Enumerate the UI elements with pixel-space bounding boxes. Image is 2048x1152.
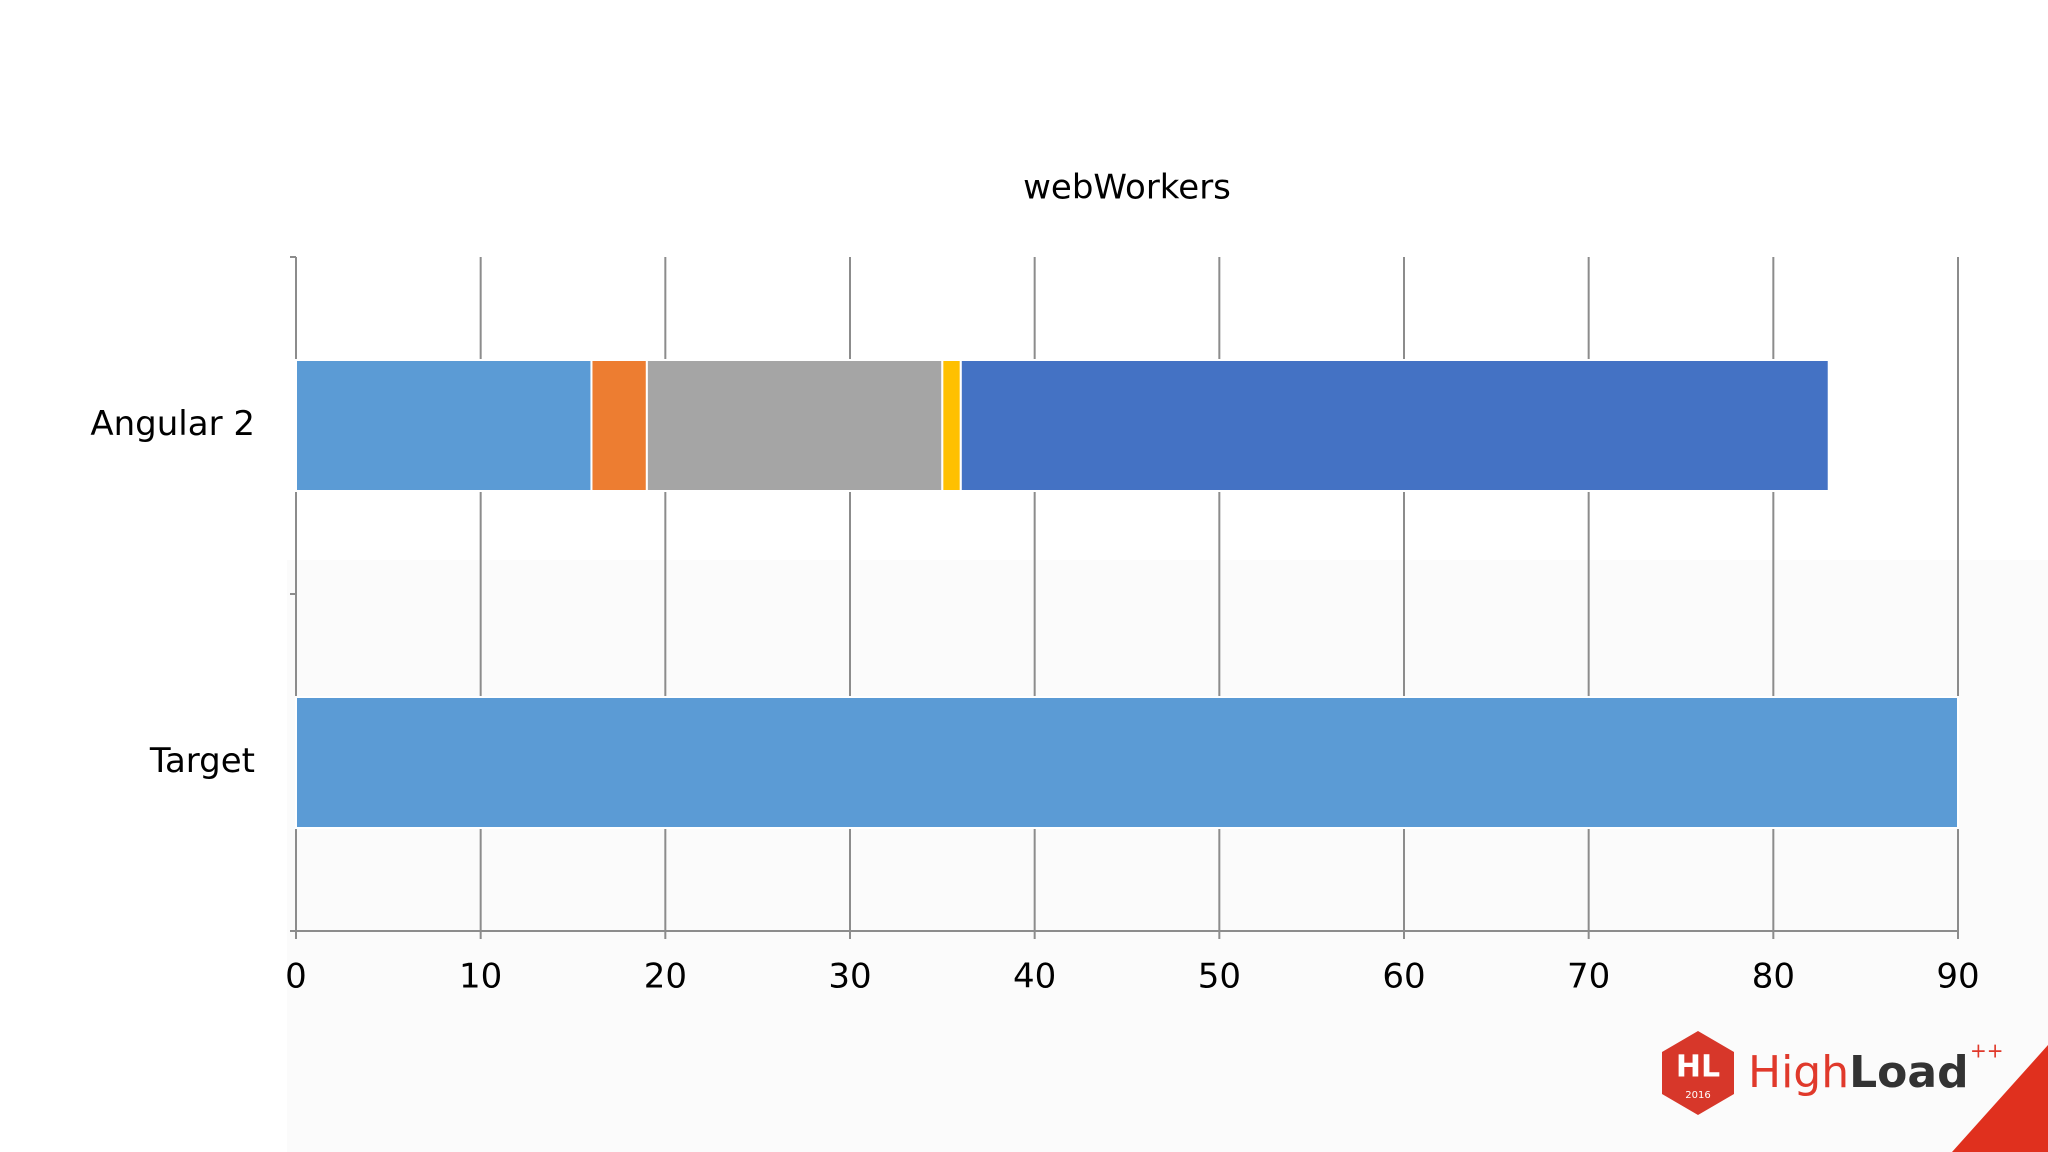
x-tick-label: 10: [459, 957, 502, 997]
x-tick-label: 30: [828, 957, 871, 997]
logo-year: 2016: [1685, 1090, 1710, 1101]
x-tick-label: 60: [1382, 957, 1425, 997]
bar-segment: [959, 359, 1830, 492]
bar-segment: [645, 359, 944, 492]
logo-name-bold: Load: [1849, 1047, 1968, 1098]
logo-mark: HL: [1676, 1050, 1720, 1085]
y-tick-label: Angular 2: [90, 404, 255, 444]
bar-segment: [941, 359, 962, 492]
x-tick-label: 50: [1198, 957, 1241, 997]
logo: HL 2016 HighLoad ++: [1662, 1031, 2004, 1115]
logo-sup: ++: [1970, 1039, 2004, 1063]
bar-segment: [295, 696, 1959, 829]
x-tick-label: 20: [644, 957, 687, 997]
logo-name-light: High: [1748, 1047, 1849, 1098]
bar-segment: [295, 359, 593, 492]
bar-segment: [590, 359, 648, 492]
chart-title: webWorkers: [1023, 168, 1231, 208]
x-tick-label: 90: [1936, 957, 1979, 997]
y-tick-label: Target: [149, 741, 255, 781]
x-tick-label: 70: [1567, 957, 1610, 997]
x-tick-label: 0: [285, 957, 307, 997]
logo-hexagon: [1662, 1031, 1734, 1115]
x-tick-label: 40: [1013, 957, 1056, 997]
logo-name: HighLoad: [1748, 1047, 1969, 1098]
plot: 0 10 20 30 40 50 60 70 80 90 Angular 2 Target: [90, 256, 1980, 997]
x-tick-label: 80: [1752, 957, 1795, 997]
backdrop: [287, 560, 2048, 1152]
corner-triangle: [1952, 1045, 2048, 1152]
